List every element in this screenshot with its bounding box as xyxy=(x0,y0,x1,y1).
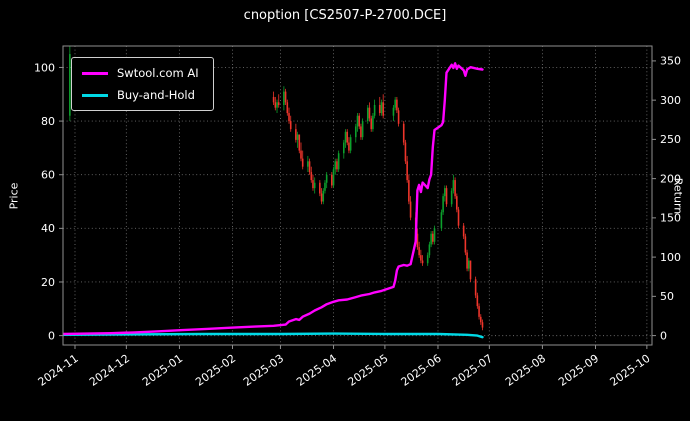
svg-text:60: 60 xyxy=(41,169,55,182)
svg-text:0: 0 xyxy=(48,329,55,342)
svg-text:2025-06: 2025-06 xyxy=(399,352,444,389)
right-axis-label: Return xyxy=(671,177,685,215)
svg-text:2025-01: 2025-01 xyxy=(140,352,185,389)
svg-text:100: 100 xyxy=(660,251,681,264)
svg-text:2024-12: 2024-12 xyxy=(87,352,132,389)
ai-line-swatch xyxy=(82,71,108,75)
svg-text:350: 350 xyxy=(660,55,681,68)
legend-label-buy-and-hold: Buy-and-Hold xyxy=(117,88,195,102)
svg-text:150: 150 xyxy=(660,212,681,225)
svg-text:2025-08: 2025-08 xyxy=(503,352,548,389)
svg-text:100: 100 xyxy=(34,61,55,74)
svg-text:2025-09: 2025-09 xyxy=(556,352,601,389)
svg-text:80: 80 xyxy=(41,115,55,128)
legend: Swtool.com AI Buy-and-Hold xyxy=(71,57,214,111)
svg-text:250: 250 xyxy=(660,133,681,146)
chart-title: cnoption [CS2507-P-2700.DCE] xyxy=(243,8,447,23)
buy-and-hold-line-swatch xyxy=(82,93,108,97)
svg-text:2025-03: 2025-03 xyxy=(241,352,286,389)
left-axis-label: Price xyxy=(7,182,21,210)
legend-item-ai: Swtool.com AI xyxy=(82,66,199,80)
svg-text:300: 300 xyxy=(660,94,681,107)
svg-text:2025-05: 2025-05 xyxy=(346,352,391,389)
svg-text:2024-11: 2024-11 xyxy=(36,352,81,389)
svg-text:2025-02: 2025-02 xyxy=(193,352,238,389)
svg-text:50: 50 xyxy=(660,290,674,303)
svg-text:200: 200 xyxy=(660,172,681,185)
svg-text:40: 40 xyxy=(41,222,55,235)
svg-text:20: 20 xyxy=(41,276,55,289)
svg-text:2025-10: 2025-10 xyxy=(607,352,652,389)
legend-label-ai: Swtool.com AI xyxy=(117,66,199,80)
legend-item-buy-and-hold: Buy-and-Hold xyxy=(82,88,199,102)
svg-text:2025-04: 2025-04 xyxy=(294,352,339,389)
svg-text:2025-07: 2025-07 xyxy=(450,352,495,389)
svg-text:0: 0 xyxy=(660,329,667,342)
